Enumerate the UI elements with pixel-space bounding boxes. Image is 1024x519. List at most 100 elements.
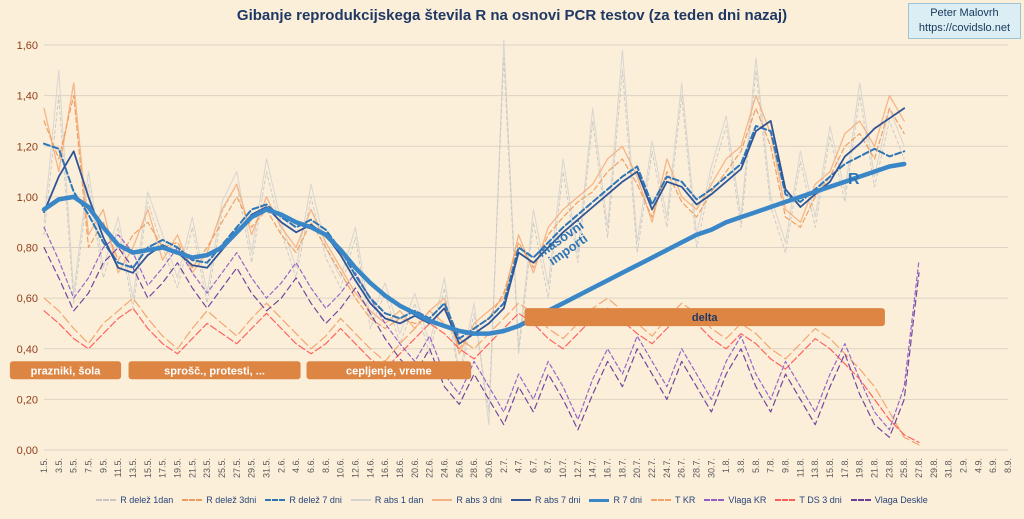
x-tick-label: 7.5. xyxy=(83,458,93,473)
x-tick-label: 22.6. xyxy=(425,458,435,478)
legend-line-sample xyxy=(510,499,531,501)
x-tick-label: 3.8. xyxy=(736,458,746,473)
legend-line-sample xyxy=(182,499,203,501)
series-line xyxy=(43,307,920,443)
annotation-box-label: sprošč., protesti, ... xyxy=(164,365,265,377)
y-tick-label: 0,00 xyxy=(17,445,38,457)
x-tick-label: 13.8. xyxy=(810,458,820,478)
x-tick-label: 4.7. xyxy=(514,458,524,473)
x-tick-label: 31.5. xyxy=(261,458,271,478)
x-tick-label: 21.5. xyxy=(187,458,197,478)
x-tick-label: 6.7. xyxy=(528,458,538,473)
legend-line-sample xyxy=(96,499,117,501)
x-tick-label: 2.7. xyxy=(499,458,509,473)
x-tick-label: 15.8. xyxy=(825,458,835,478)
x-tick-label: 25.5. xyxy=(217,458,227,478)
y-tick-label: 1,40 xyxy=(17,91,38,103)
x-tick-label: 17.5. xyxy=(158,458,168,478)
legend-item[interactable]: R abs 7 dni xyxy=(510,495,580,505)
legend-line-sample xyxy=(432,499,453,501)
legend-item[interactable]: R 7 dni xyxy=(589,495,642,505)
legend-item-label: R delež 7 dni xyxy=(289,495,342,505)
x-tick-label: 6.6. xyxy=(306,458,316,473)
x-tick-label: 28.6. xyxy=(469,458,479,478)
y-tick-label: 0,20 xyxy=(17,394,38,406)
x-tick-label: 10.7. xyxy=(558,458,568,478)
series-line xyxy=(41,161,907,336)
x-tick-label: 28.7. xyxy=(692,458,702,478)
legend-item-label: Vlaga Deskle xyxy=(874,495,928,505)
chart-canvas: 0,00 0,20 0,40 0,60 0,80 1,00 1,20 1,40 1,60 1.5.… xyxy=(9,39,1013,478)
legend-item-label: Vlaga KR xyxy=(728,495,767,505)
legend-item[interactable]: T KR xyxy=(651,495,695,505)
chart-title: Gibanje reprodukcijskega števila R na os… xyxy=(236,7,788,24)
y-tick-label: 1,20 xyxy=(17,141,38,153)
legend-item-label: R 7 dni xyxy=(613,495,642,505)
credit-author: Peter Malovrh xyxy=(930,7,999,19)
x-tick-label: 5.8. xyxy=(751,458,761,473)
x-tick-label: 23.8. xyxy=(884,458,894,478)
annotation-box-label: cepljenje, vreme xyxy=(346,365,432,377)
x-tick-label: 11.5. xyxy=(113,458,123,477)
legend-item[interactable]: Vlaga Deskle xyxy=(850,495,928,505)
credit-box: Peter Malovrh https://covidslo.net xyxy=(907,3,1021,39)
x-tick-label: 8.6. xyxy=(321,458,331,473)
x-tick-label: 29.5. xyxy=(247,458,257,478)
x-tick-label: 9.8. xyxy=(781,458,791,473)
x-tick-label: 4.9. xyxy=(973,458,983,473)
legend-line-sample xyxy=(704,499,725,501)
series-line xyxy=(43,297,920,446)
legend-line-sample xyxy=(350,499,371,501)
annotation-box xyxy=(524,308,885,327)
x-tick-label: 2.6. xyxy=(276,458,286,473)
legend-item[interactable]: R delež 1dan xyxy=(96,495,173,505)
x-tick-label: 14.6. xyxy=(365,458,375,478)
x-tick-label: 21.8. xyxy=(870,458,880,478)
legend-item-label: R delež 1dan xyxy=(120,495,174,505)
legend-line-sample xyxy=(265,499,286,501)
legend-line-sample xyxy=(775,499,796,501)
x-tick-label: 14.7. xyxy=(588,458,598,478)
x-tick-label: 6.9. xyxy=(988,458,998,473)
x-tick-label: 20.7. xyxy=(632,458,642,478)
annotation-box xyxy=(128,361,301,380)
x-tick-label: 30.6. xyxy=(484,458,494,478)
x-tick-label: 24.6. xyxy=(439,458,449,478)
y-tick-label: 0,80 xyxy=(17,243,38,255)
legend-item[interactable]: R abs 1 dan xyxy=(350,495,423,505)
x-tick-label: 5.5. xyxy=(69,458,79,473)
x-tick-label: 10.6. xyxy=(336,458,346,478)
x-tick-label: 31.8. xyxy=(944,458,954,478)
legend-item[interactable]: R abs 3 dni xyxy=(432,495,502,505)
x-tick-label: 13.5. xyxy=(128,458,138,478)
series-line xyxy=(43,226,920,431)
annotation-box-label: delta xyxy=(692,312,719,324)
x-tick-label: 8.7. xyxy=(543,458,553,473)
x-tick-label: 23.5. xyxy=(202,458,212,478)
x-tick-label: 2.9. xyxy=(959,458,969,473)
x-tick-label: 15.5. xyxy=(143,458,153,478)
x-tick-label: 22.7. xyxy=(647,458,657,478)
legend-item[interactable]: R delež 3dni xyxy=(182,495,256,505)
x-tick-label: 26.7. xyxy=(677,458,687,478)
legend-line-sample xyxy=(651,499,671,501)
x-tick-label: 16.6. xyxy=(380,458,390,478)
annotation-box-label: prazniki, šola xyxy=(31,365,102,377)
x-tick-label: 17.8. xyxy=(840,458,850,478)
legend-item[interactable]: R delež 7 dni xyxy=(265,495,342,505)
x-tick-label: 18.6. xyxy=(395,458,405,478)
legend-item-label: R abs 3 dni xyxy=(456,495,502,505)
x-tick-label: 30.7. xyxy=(706,458,716,478)
legend-item-label: T KR xyxy=(675,495,696,505)
legend-item[interactable]: Vlaga KR xyxy=(704,495,766,505)
y-tick-label: 0,40 xyxy=(17,344,38,356)
legend-item[interactable]: T DS 3 dni xyxy=(775,495,842,505)
x-tick-label: 29.8. xyxy=(929,458,939,478)
credit-url-link[interactable]: https://covidslo.net xyxy=(918,21,1010,34)
y-tick-label: 0,60 xyxy=(17,293,38,305)
x-tick-label: 11.8. xyxy=(795,458,805,477)
x-tick-label: 9.5. xyxy=(98,458,108,473)
x-tick-label: 4.6. xyxy=(291,458,301,473)
x-tick-label: 1.8. xyxy=(721,458,731,473)
